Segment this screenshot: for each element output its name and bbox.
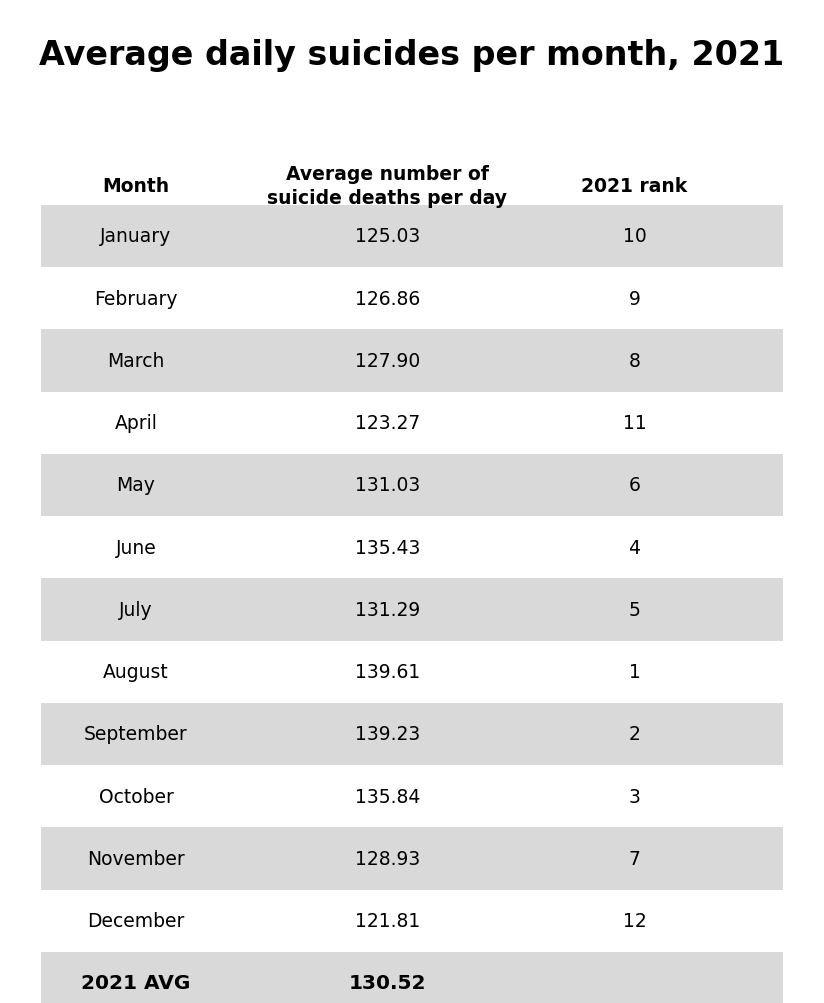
Text: July: July [119,601,152,619]
Text: March: March [107,352,165,370]
Text: December: December [87,912,185,930]
Text: April: April [115,414,157,432]
Text: 8: 8 [629,352,640,370]
Text: 2021 AVG: 2021 AVG [82,974,190,992]
Bar [41,330,783,392]
Text: 125.03: 125.03 [354,228,420,246]
Text: 6: 6 [629,476,640,494]
Bar [41,392,783,454]
Text: May: May [116,476,156,494]
Text: June: June [115,539,157,557]
Bar [41,703,783,765]
Text: February: February [94,290,178,308]
Text: 4: 4 [629,539,640,557]
Text: 131.29: 131.29 [354,601,420,619]
Text: 131.03: 131.03 [354,476,420,494]
Text: 9: 9 [629,290,640,308]
Text: 7: 7 [629,850,640,868]
Text: Average daily suicides per month, 2021: Average daily suicides per month, 2021 [40,39,784,71]
Text: 126.86: 126.86 [354,290,420,308]
Bar [41,268,783,330]
Text: August: August [103,663,169,681]
Text: 11: 11 [623,414,646,432]
Bar [41,454,783,517]
Text: September: September [84,725,188,743]
Text: 3: 3 [629,787,640,805]
Bar [41,765,783,827]
Text: 127.90: 127.90 [354,352,420,370]
Bar [41,890,783,952]
Bar [41,517,783,579]
Text: 2: 2 [629,725,640,743]
Text: 135.43: 135.43 [354,539,420,557]
Bar [41,952,783,1003]
Text: 135.84: 135.84 [354,787,420,805]
Text: 1: 1 [629,663,640,681]
Text: 130.52: 130.52 [349,974,426,992]
Text: January: January [101,228,171,246]
Text: 123.27: 123.27 [354,414,420,432]
Text: October: October [99,787,173,805]
Text: 121.81: 121.81 [354,912,420,930]
Text: 139.23: 139.23 [354,725,420,743]
Text: 5: 5 [629,601,640,619]
Text: November: November [87,850,185,868]
Text: Month: Month [102,178,170,196]
Bar [41,579,783,641]
Text: 139.61: 139.61 [354,663,420,681]
Bar [41,827,783,890]
Bar [41,206,783,268]
Text: 12: 12 [623,912,646,930]
Text: 10: 10 [623,228,646,246]
Text: 2021 rank: 2021 rank [582,178,687,196]
Text: Average number of
suicide deaths per day: Average number of suicide deaths per day [267,165,508,208]
Text: 128.93: 128.93 [354,850,420,868]
Bar [41,641,783,703]
